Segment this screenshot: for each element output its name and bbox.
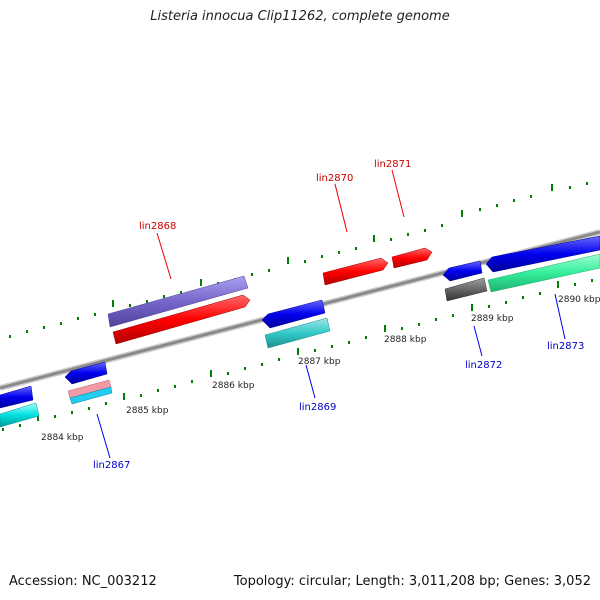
- tick-label: 2886 kbp: [212, 381, 255, 391]
- leader-line-lin2869: [305, 364, 316, 399]
- tick-label: 2888 kbp: [384, 335, 427, 345]
- tick-label: 2887 kbp: [298, 357, 341, 367]
- gene-feature-lin2867-cyan: [69, 386, 113, 405]
- gene-feature-lin2873[interactable]: [485, 235, 600, 273]
- leader-line-lin2867: [96, 413, 111, 459]
- gene-feature-left-edge[interactable]: [0, 385, 34, 409]
- gene-feature-lin2871[interactable]: [391, 247, 433, 269]
- gene-feature-lin2873-green: [487, 253, 600, 293]
- tick-label: 2885 kbp: [126, 406, 169, 416]
- gene-label-lin2872[interactable]: lin2872: [465, 360, 502, 371]
- tick-label: 2889 kbp: [471, 314, 514, 324]
- genome-summary: Topology: circular; Length: 3,011,208 bp…: [233, 574, 591, 589]
- gene-label-lin2870[interactable]: lin2870: [316, 173, 353, 184]
- gene-feature-lin2870[interactable]: [322, 257, 389, 286]
- gene-feature-lin2872[interactable]: [442, 260, 483, 282]
- leader-line-lin2870: [334, 183, 348, 233]
- gene-feature-lin2868-upper[interactable]: [107, 275, 249, 328]
- map-title: Listeria innocua Clip11262, complete gen…: [150, 9, 450, 24]
- accession-label: Accession: NC_003212: [9, 574, 157, 589]
- gene-feature-lin2869[interactable]: [261, 299, 326, 329]
- gene-feature-lin2872-grey: [444, 277, 488, 302]
- leader-line-lin2872: [473, 325, 483, 357]
- tick-label: 2890 kbp: [558, 295, 600, 305]
- leader-line-lin2871: [391, 169, 405, 218]
- gene-feature-lin2868[interactable]: [112, 294, 251, 345]
- reverse-tick-row: [2, 279, 593, 431]
- gene-feature-left-edge-lower[interactable]: [0, 402, 40, 428]
- gene-label-lin2869[interactable]: lin2869: [299, 402, 336, 413]
- gene-label-lin2871[interactable]: lin2871: [374, 159, 411, 170]
- leader-line-lin2868: [156, 232, 172, 280]
- forward-tick-row: [9, 182, 588, 338]
- gene-label-lin2868[interactable]: lin2868: [139, 221, 176, 232]
- gene-label-lin2867[interactable]: lin2867: [93, 460, 130, 471]
- gene-feature-lin2867[interactable]: [64, 361, 108, 385]
- leader-line-lin2873: [554, 293, 566, 340]
- tick-label: 2884 kbp: [41, 433, 84, 443]
- gene-feature-lin2869-lower: [264, 317, 331, 349]
- gene-label-lin2873[interactable]: lin2873: [547, 341, 584, 352]
